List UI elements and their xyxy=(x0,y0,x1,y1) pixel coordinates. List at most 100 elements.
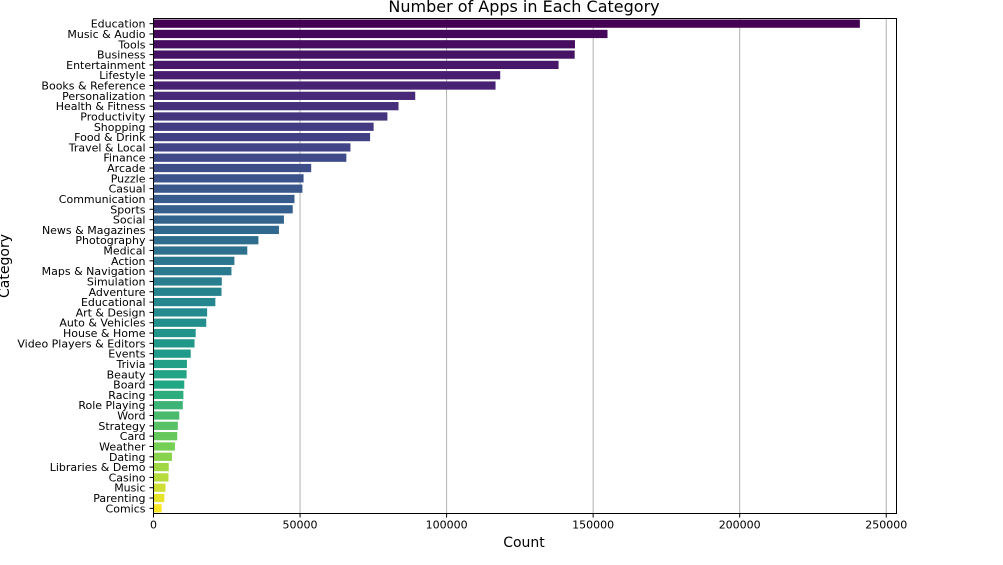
y-tick-label: Libraries & Demo xyxy=(50,461,146,474)
bar xyxy=(153,267,232,276)
bar xyxy=(153,483,166,492)
y-tick-label: Action xyxy=(111,255,145,268)
y-tick-label: Photography xyxy=(75,234,146,247)
bar xyxy=(153,256,235,265)
bar xyxy=(153,236,259,245)
bar xyxy=(153,493,165,503)
bar xyxy=(153,287,222,296)
bar xyxy=(153,246,248,255)
y-tick-label: Personalization xyxy=(62,90,145,103)
y-tick-label: House & Home xyxy=(63,327,146,340)
bar xyxy=(153,163,312,173)
bar xyxy=(153,132,371,142)
x-tick-label: 50000 xyxy=(283,519,318,532)
bar xyxy=(153,380,185,389)
y-tick-label: Health & Fitness xyxy=(56,100,146,113)
y-tick-label: Finance xyxy=(103,152,145,165)
bar xyxy=(153,339,195,348)
bar xyxy=(153,19,860,28)
y-tick-label: Role Playing xyxy=(78,399,145,412)
y-tick-label: Casual xyxy=(109,183,146,196)
bar xyxy=(153,225,279,235)
y-tick-label: Puzzle xyxy=(111,172,146,185)
bar xyxy=(153,349,191,358)
y-tick-label: Comics xyxy=(106,502,146,515)
y-tick-label: Video Players & Editors xyxy=(17,337,145,350)
y-tick-label: Maps & Navigation xyxy=(42,265,146,278)
bar xyxy=(153,50,575,59)
x-tick-label: 150000 xyxy=(572,519,614,532)
bar xyxy=(153,370,187,379)
bar xyxy=(153,71,501,80)
y-tick-label: Trivia xyxy=(116,358,146,371)
y-tick-label: Auto & Vehicles xyxy=(59,317,145,330)
y-tick-label: Casino xyxy=(109,471,146,484)
y-tick-label: Art & Design xyxy=(76,306,146,319)
y-tick-label: Racing xyxy=(108,389,145,402)
bar xyxy=(153,194,295,204)
bar xyxy=(153,91,416,100)
bar xyxy=(153,473,169,482)
y-tick-label: Strategy xyxy=(98,420,146,433)
y-tick-label: Card xyxy=(120,430,146,443)
x-axis-label: Count xyxy=(503,535,545,551)
y-tick-label: Board xyxy=(113,379,145,392)
y-tick-label: Simulation xyxy=(87,275,146,288)
chart-title: Number of Apps in Each Category xyxy=(388,0,659,16)
bar xyxy=(153,40,575,49)
bar xyxy=(153,143,351,152)
plot-frame xyxy=(153,18,897,514)
y-tick-label: Productivity xyxy=(80,110,146,123)
y-tick-label: Tools xyxy=(117,38,145,51)
bar xyxy=(153,277,222,286)
x-tick-label: 200000 xyxy=(719,519,761,532)
bar xyxy=(153,184,303,193)
y-tick-label: Adventure xyxy=(89,286,146,299)
bar xyxy=(153,122,374,131)
x-tick-label: 250000 xyxy=(865,519,907,532)
y-tick-label: Dating xyxy=(109,451,146,464)
y-axis-label: Category xyxy=(0,234,13,298)
bar xyxy=(153,328,196,338)
bar xyxy=(153,411,180,420)
bar xyxy=(153,432,178,441)
y-tick-label: Entertainment xyxy=(66,59,146,72)
bar xyxy=(153,462,169,472)
y-tick-label: Educational xyxy=(81,296,146,309)
bar xyxy=(153,390,184,400)
y-tick-label: Music & Audio xyxy=(67,28,145,41)
bar xyxy=(153,318,207,327)
y-tick-label: Food & Drink xyxy=(74,131,146,144)
bars xyxy=(153,19,860,513)
bar xyxy=(153,174,304,183)
bar xyxy=(153,112,388,121)
bar xyxy=(153,102,399,111)
bar xyxy=(153,442,175,451)
bar xyxy=(153,359,187,369)
y-tick-label: Music xyxy=(114,482,145,495)
bar xyxy=(153,60,559,70)
y-tick-label: News & Magazines xyxy=(42,224,146,237)
y-tick-label: Parenting xyxy=(93,492,145,505)
y-tick-label: Events xyxy=(108,348,146,361)
bar xyxy=(153,215,284,224)
y-tick-label: Arcade xyxy=(107,162,146,175)
x-axis-ticks: 0 50000 100000 150000 200000 250000 xyxy=(150,513,907,532)
y-tick-label: Sports xyxy=(110,203,146,216)
y-tick-label: Lifestyle xyxy=(99,69,145,82)
bar xyxy=(153,205,293,214)
y-tick-label: Word xyxy=(117,410,145,423)
bar xyxy=(153,504,162,513)
y-tick-label: Books & Reference xyxy=(41,80,145,93)
bar xyxy=(153,421,178,430)
bar xyxy=(153,29,608,39)
y-tick-label: Education xyxy=(91,18,146,31)
bar xyxy=(153,297,216,307)
y-tick-label: Travel & Local xyxy=(68,141,146,154)
bar xyxy=(153,153,347,162)
x-tick-label: 0 xyxy=(150,519,157,532)
y-tick-label: Weather xyxy=(99,440,146,453)
